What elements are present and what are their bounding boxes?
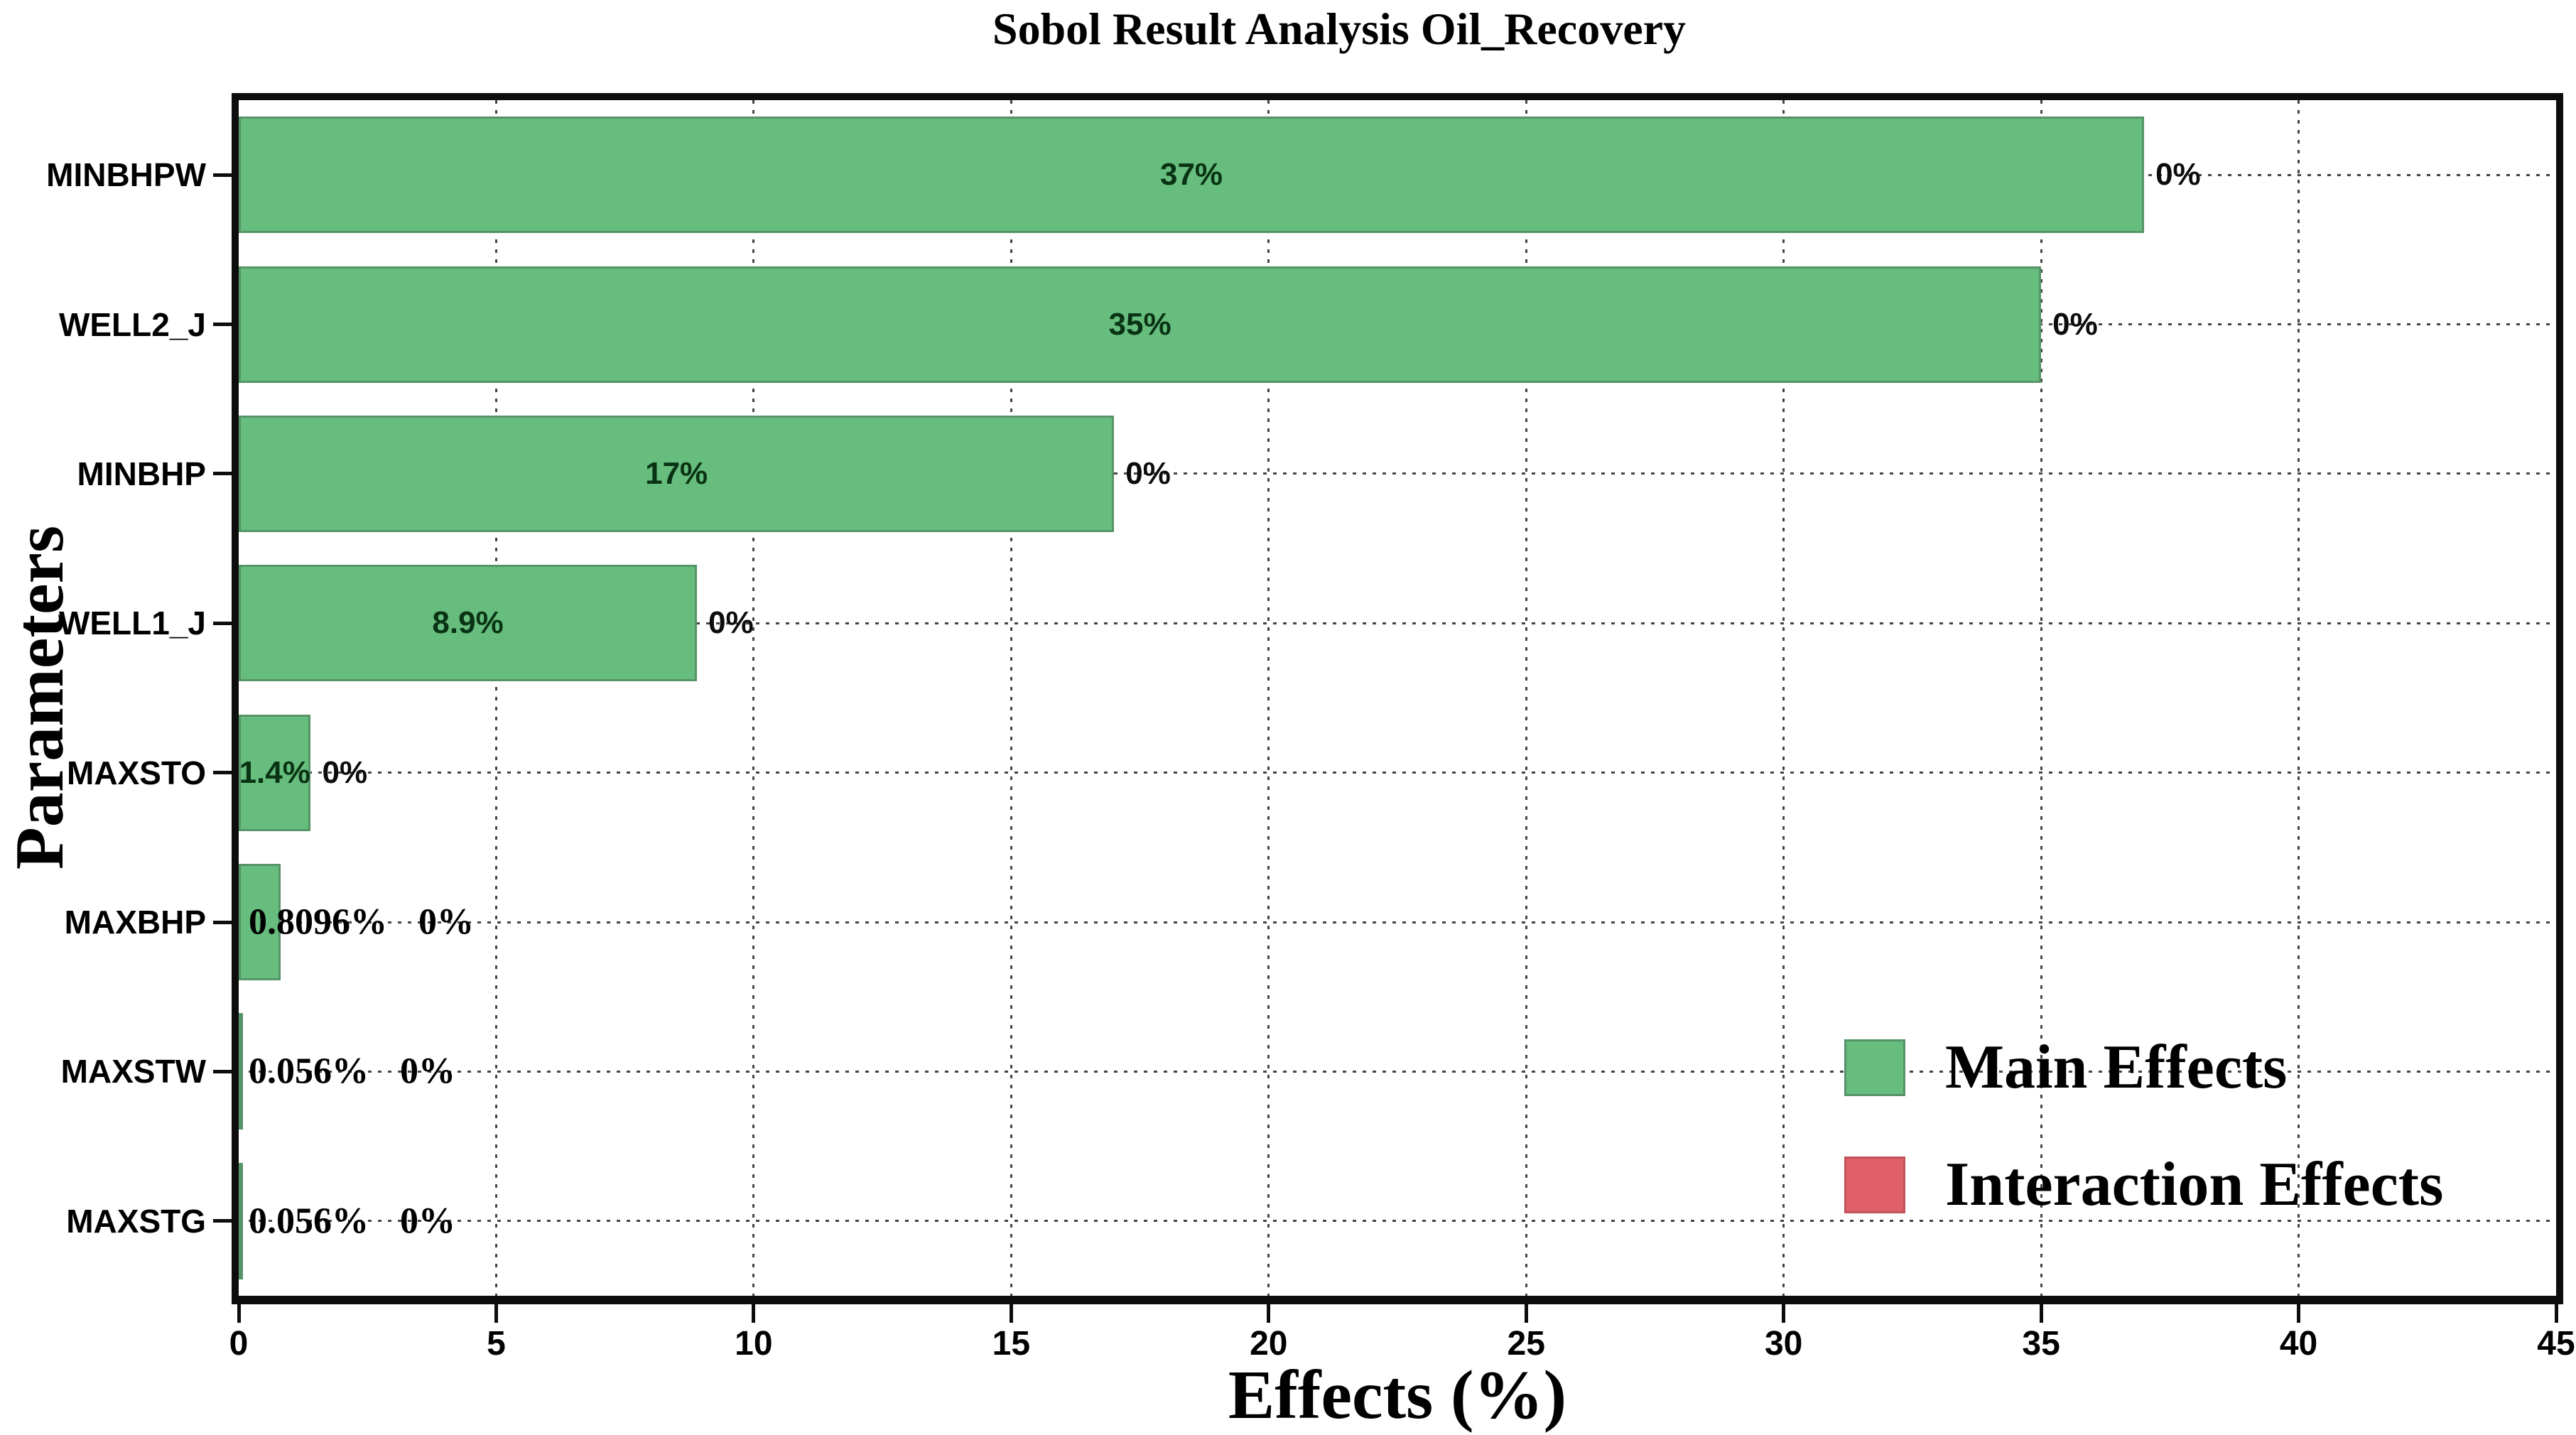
vertical-gridline-30 [1782,100,1785,1296]
x-tick-label-0: 0 [229,1325,249,1363]
x-tick-label-40: 40 [2279,1325,2318,1363]
category-label-MAXBHP: MAXBHP [64,904,206,941]
horizontal-gridline-MAXSTO [239,771,2556,774]
y-tick-MAXSTW [213,1069,233,1073]
bar-value-label-WELL1_J: 8.9% [432,605,504,641]
main-effects-swatch-icon [1844,1039,1905,1096]
vertical-gridline-10 [752,100,755,1296]
x-tick-45 [2554,1304,2558,1323]
x-tick-label-20: 20 [1250,1325,1288,1363]
horizontal-gridline-MAXSTW [239,1070,2556,1073]
y-axis-title: Parameters [1,525,78,870]
category-label-MINBHPW: MINBHPW [46,156,206,194]
legend-item-main-effects: Main Effects [1844,1031,2287,1103]
y-tick-MINBHP [213,472,233,476]
y-tick-WELL2_J [213,323,233,327]
x-tick-25 [1524,1304,1528,1323]
bar-value-label-MINBHPW: 37% [1159,157,1223,193]
bar-WELL2_J [239,266,2042,383]
interaction-value-label-WELL2_J: 0% [2052,306,2098,342]
bar-value-label-MAXSTO: 1.4% [239,754,310,790]
y-tick-MAXSTG [213,1219,233,1223]
horizontal-gridline-MAXSTG [239,1220,2556,1223]
bar-value-label-MAXSTW: 0.056% [249,1051,369,1092]
legend-item-interaction-effects: Interaction Effects [1844,1149,2443,1220]
value-labels-MAXSTW: 0.056% 0% [249,1051,455,1093]
x-tick-label-25: 25 [1507,1325,1545,1363]
interaction-value-label-MAXSTG: 0% [400,1201,455,1242]
category-label-MINBHP: MINBHP [77,455,206,492]
x-tick-20 [1267,1304,1271,1323]
category-label-WELL1_J: WELL1_J [58,605,206,642]
x-tick-30 [1782,1304,1786,1323]
x-tick-15 [1009,1304,1013,1323]
vertical-gridline-40 [2298,100,2300,1296]
vertical-gridline-25 [1525,100,1527,1296]
x-tick-label-30: 30 [1764,1325,1803,1363]
x-axis-title: Effects (%) [1228,1357,1567,1434]
bar-value-label-MINBHP: 17% [645,455,708,491]
value-labels-MAXBHP: 0.8096% 0% [249,901,474,943]
y-tick-MINBHPW [213,173,233,177]
interaction-effects-swatch-icon [1844,1156,1905,1213]
x-tick-label-10: 10 [735,1325,773,1363]
chart-title: Sobol Result Analysis Oil_Recovery [992,4,1687,54]
value-labels-MAXSTG: 0.056% 0% [249,1200,455,1242]
x-tick-label-5: 5 [487,1325,506,1363]
vertical-gridline-15 [1010,100,1012,1296]
vertical-gridline-35 [2040,100,2042,1296]
x-tick-0 [237,1304,241,1323]
top-spine [232,93,2563,100]
category-label-MAXSTG: MAXSTG [66,1202,206,1240]
right-spine [2556,93,2563,1304]
y-tick-MAXBHP [213,920,233,924]
category-label-MAXSTW: MAXSTW [60,1053,206,1090]
x-tick-label-15: 15 [992,1325,1031,1363]
interaction-value-label-MAXBHP: 0% [418,901,474,943]
interaction-value-label-MAXSTW: 0% [400,1051,455,1092]
y-tick-MAXSTO [213,771,233,775]
x-tick-10 [752,1304,756,1323]
bar-MAXSTO [239,714,311,831]
interaction-value-label-MINBHPW: 0% [2155,157,2201,193]
y-tick-WELL1_J [213,621,233,625]
horizontal-gridline-MINBHP [239,472,2556,475]
plot-area: 37% 0% 35% 0% 17% 0% 8.9% 0% 1.4% 0% 0.8096% 0% 0.05… [239,100,2556,1296]
bar-value-label-WELL2_J: 35% [1108,306,1171,342]
bar-WELL1_J [239,565,698,682]
interaction-value-label-WELL1_J: 0% [708,605,754,641]
horizontal-gridline-WELL1_J [239,622,2556,624]
left-spine [232,93,239,1304]
bar-value-label-MAXBHP: 0.8096% [249,901,387,943]
legend-label-main-effects: Main Effects [1945,1033,2288,1102]
horizontal-gridline-MAXBHP [239,921,2556,924]
interaction-value-label-MINBHP: 0% [1125,455,1171,491]
vertical-gridline-5 [494,100,497,1296]
bar-MAXBHP [239,864,281,981]
bar-MINBHP [239,415,1115,532]
interaction-value-label-MAXSTO: 0% [322,754,368,790]
legend-label-interaction-effects: Interaction Effects [1945,1150,2444,1219]
x-tick-label-35: 35 [2022,1325,2060,1363]
vertical-gridline-20 [1267,100,1270,1296]
x-tick-35 [2039,1304,2043,1323]
bar-MAXSTW [239,1013,243,1130]
bar-MAXSTG [239,1162,243,1279]
x-tick-5 [494,1304,498,1323]
x-tick-label-45: 45 [2537,1325,2575,1363]
x-tick-40 [2297,1304,2301,1323]
category-label-WELL2_J: WELL2_J [58,305,206,343]
bar-value-label-MAXSTG: 0.056% [249,1201,369,1242]
category-label-MAXSTO: MAXSTO [67,754,206,791]
bottom-spine [232,1296,2563,1304]
bar-MINBHPW [239,117,2145,234]
